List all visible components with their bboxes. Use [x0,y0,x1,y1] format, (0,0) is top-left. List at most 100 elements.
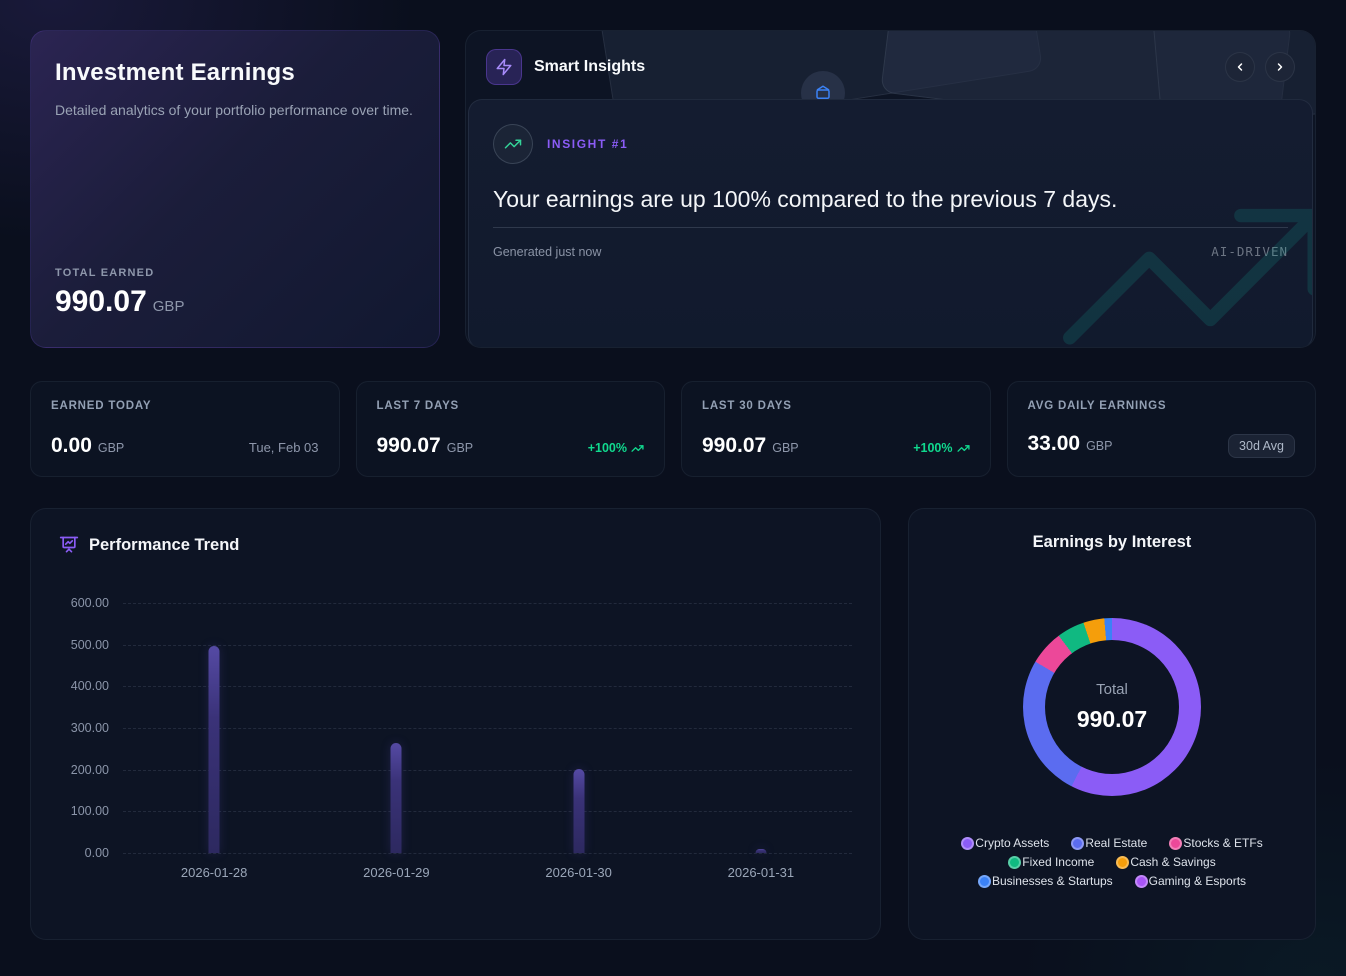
stat-label: EARNED TODAY [51,400,152,412]
gridline [123,811,852,813]
trending-up-watermark-icon [1063,208,1312,345]
legend-item[interactable]: Gaming & Esports [1134,874,1247,888]
chart-title: Earnings by Interest [1032,533,1192,551]
bar-column [123,603,305,853]
insights-header: Smart Insights [466,31,1315,99]
stat-card-last-30-days: LAST 30 DAYS 990.07 GBP +100% [681,381,991,477]
stat-label: AVG DAILY EARNINGS [1027,400,1167,412]
legend-label: Crypto Assets [975,836,1050,850]
gridline [123,769,852,771]
stat-value: 990.07 [376,434,441,457]
donut-center: Total 990.07 [1045,640,1179,774]
investment-earnings-card: Investment Earnings Detailed analytics o… [30,30,440,348]
total-earned-block: TOTAL EARNED 990.07 GBP [55,267,415,319]
stat-value: 990.07 [702,434,767,457]
stat-badge: 30d Avg [1228,434,1295,458]
legend-dot-icon [1169,836,1183,850]
legend-row: Businesses & Startups Gaming & Esports [977,874,1247,888]
currency-label: GBP [1086,439,1113,453]
legend-label: Stocks & ETFs [1183,836,1263,850]
bars-container [123,603,852,853]
legend-item[interactable]: Real Estate [1071,836,1147,850]
y-axis-tick: 500.00 [70,637,109,652]
stat-value: 33.00 [1027,432,1081,455]
legend-dot-icon [1071,836,1085,850]
stat-value: 0.00 [51,434,92,457]
stat-card-last-7-days: LAST 7 DAYS 990.07 GBP +100% [355,381,665,477]
trending-up-icon [956,444,970,452]
insight-card: INSIGHT #1 Your earnings are up 100% com… [468,99,1313,347]
legend-dot-icon [1116,855,1130,869]
next-insight-button[interactable] [1265,52,1295,82]
x-axis-label: 2026-01-30 [545,865,612,880]
stat-date: Tue, Feb 03 [248,440,319,455]
bar-column [488,603,670,853]
bar[interactable] [390,743,402,853]
insight-headline: Your earnings are up 100% compared to th… [493,186,1288,228]
zap-icon [486,49,522,85]
trend-percent: +100% [587,441,627,455]
legend-label: Real Estate [1085,836,1148,850]
bar[interactable] [573,769,585,853]
trending-up-icon [631,444,644,452]
presentation-chart-icon [59,536,79,553]
legend-dot-icon [977,874,991,888]
gridline [123,603,852,604]
total-earned-label: TOTAL EARNED [55,267,155,279]
trending-up-icon [493,124,533,164]
performance-trend-panel: Performance Trend 600.00 500.00 400.00 300.… [30,508,881,940]
x-axis-label: 2026-01-29 [363,865,430,880]
total-earned-amount: 990.07 [55,285,147,318]
legend-label: Gaming & Esports [1148,874,1247,888]
insight-badge: INSIGHT #1 [547,137,629,151]
legend-item[interactable]: Businesses & Startups [977,874,1113,888]
legend-item[interactable]: Fixed Income [1008,855,1094,869]
stat-trend: +100% [913,441,970,455]
insight-generated-timestamp: Generated just now [493,244,602,259]
currency-label: GBP [97,441,125,455]
y-axis-tick: 300.00 [70,721,109,735]
currency-label: GBP [446,441,474,455]
legend-row: Crypto Assets Real Estate Stocks & ETFs [961,836,1263,850]
donut-total-value: 990.07 [1076,706,1148,732]
y-axis-tick: 0.00 [84,846,109,860]
y-axis-tick: 400.00 [70,679,109,694]
legend-row: Fixed Income Cash & Savings [1008,855,1216,869]
gridline [123,853,852,854]
stat-card-avg-daily-earnings: AVG DAILY EARNINGS 33.00 GBP 30d Avg [1006,381,1316,477]
ai-driven-watermark: AI-DRIVEN [1211,244,1288,259]
x-axis-label: 2026-01-28 [180,865,248,880]
legend-item[interactable]: Cash & Savings [1116,855,1216,869]
insights-title: Smart Insights [534,58,646,75]
legend-label: Businesses & Startups [991,874,1113,888]
stat-label: LAST 30 DAYS [702,400,792,412]
currency-label: GBP [772,441,799,455]
page-subtitle: Detailed analytics of your portfolio per… [55,102,413,118]
legend-dot-icon [1134,874,1148,888]
bar-column [305,603,487,853]
chart-legend: Crypto Assets Real Estate Stocks & ETFs Fix… [961,836,1263,888]
y-axis: 600.00 500.00 400.00 300.00 200.00 100.00 0.00 [59,596,109,860]
legend-dot-icon [1008,855,1022,869]
prev-insight-button[interactable] [1225,52,1255,82]
gridline [123,644,852,646]
chart-title: Performance Trend [89,535,240,554]
earnings-by-interest-panel: Earnings by Interest Total 990.07 Crypto… [908,508,1316,940]
trend-percent: +100% [913,441,953,455]
x-axis-label: 2026-01-31 [727,865,795,880]
y-axis-tick: 200.00 [70,762,109,777]
x-axis: 2026-01-28 2026-01-29 2026-01-30 2026-01-31 [123,865,852,880]
legend-item[interactable]: Crypto Assets [961,836,1049,850]
y-axis-tick: 100.00 [70,804,109,819]
bar[interactable] [208,645,220,853]
stat-card-earned-today: EARNED TODAY 0.00 GBP Tue, Feb 03 [30,381,340,477]
y-axis-tick: 600.00 [70,596,109,610]
legend-dot-icon [961,836,975,850]
donut-chart: Total 990.07 [1023,618,1201,796]
bar[interactable] [755,848,767,853]
chevron-right-icon [1277,63,1283,71]
gridline [123,686,852,688]
legend-item[interactable]: Stocks & ETFs [1169,836,1263,850]
donut-total-label: Total [1096,681,1128,698]
